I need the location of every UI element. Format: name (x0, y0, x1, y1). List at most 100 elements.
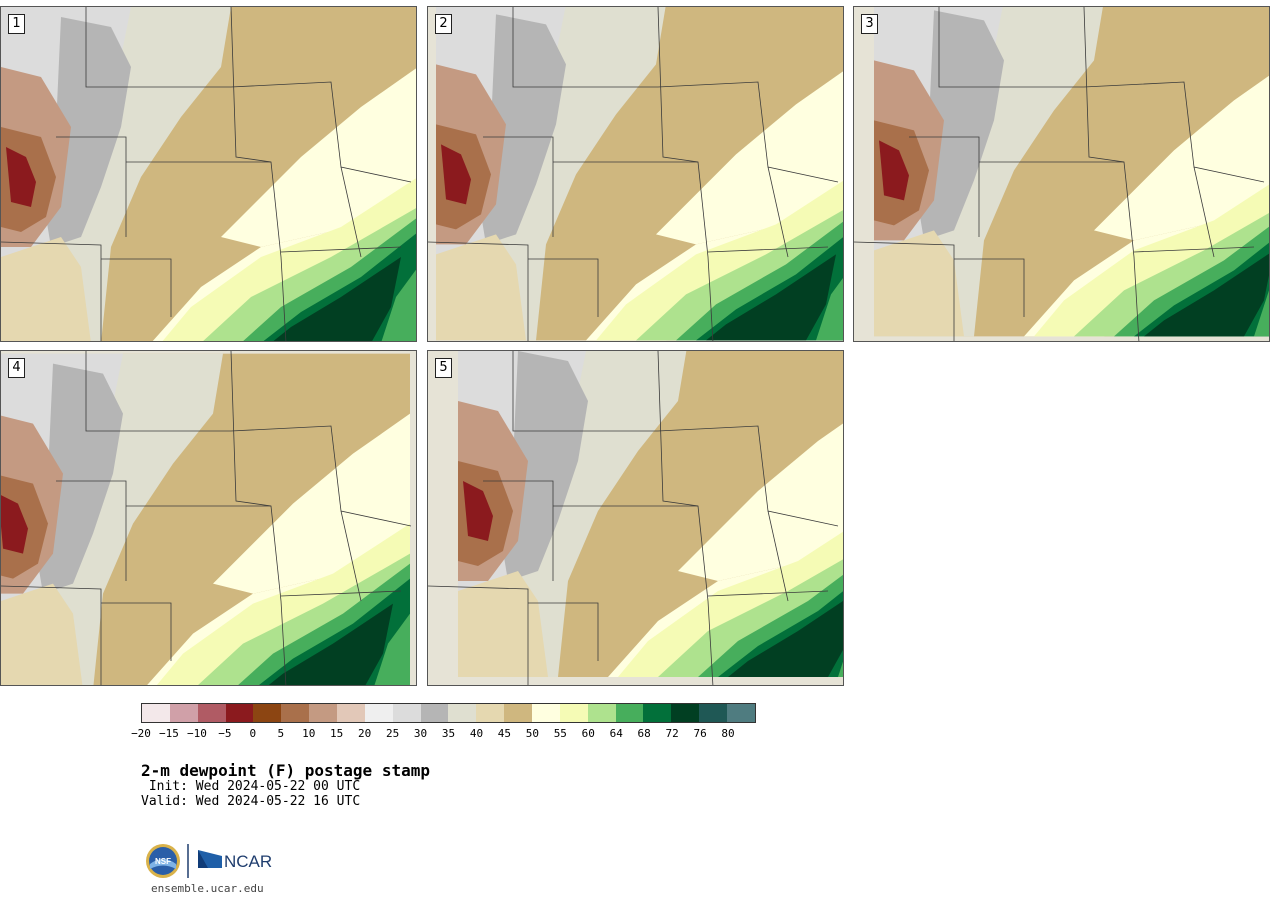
colorbar-swatch (197, 704, 226, 722)
dewpoint-region (1, 583, 83, 685)
dewpoint-region (458, 571, 548, 677)
colorbar-swatch (392, 704, 421, 722)
colorbar-swatch (142, 704, 170, 722)
state-border (767, 510, 789, 602)
state-border (1, 241, 102, 341)
colorbar-tick-label: 55 (553, 727, 567, 740)
colorbar-swatch (671, 704, 700, 722)
state-border (340, 510, 362, 602)
colorbar-tick-label: 64 (609, 727, 623, 740)
ncar-logo-text: NCAR (224, 852, 272, 871)
dewpoint-region (879, 140, 909, 201)
colorbar-tick-label: 76 (693, 727, 707, 740)
state-border (483, 480, 554, 581)
dewpoint-region (658, 559, 843, 677)
colorbar-tick-label: 60 (581, 727, 595, 740)
map-panel-2: 2 (427, 6, 844, 342)
dewpoint-map (428, 351, 843, 685)
state-border (101, 258, 172, 317)
dewpoint-region (656, 71, 843, 245)
colorbar-tick-label: −5 (218, 727, 232, 740)
colorbar-swatch (699, 704, 728, 722)
colorbar-tick-label: 30 (413, 727, 428, 740)
figure-title: 2-m dewpoint (F) postage stamp (141, 761, 430, 780)
colorbar-swatch (476, 704, 505, 722)
dewpoint-region (463, 481, 493, 541)
map-panel-5: 5 (427, 350, 844, 686)
dewpoint-region (1094, 75, 1269, 241)
colorbar-tick-label: 45 (497, 727, 512, 740)
panel-label: 5 (435, 358, 452, 378)
state-border (909, 136, 980, 237)
state-border (657, 81, 839, 183)
panel-label: 2 (435, 14, 452, 34)
colorbar-tick-label: −20 (131, 727, 151, 740)
map-panel-4: 4 (0, 350, 417, 686)
dewpoint-region (162, 178, 416, 341)
dewpoint-region (618, 531, 843, 677)
map-panel-1: 1 (0, 6, 417, 342)
colorbar-swatch (169, 704, 198, 722)
website-text: ensemble.ucar.edu (151, 882, 264, 895)
panel-label: 4 (8, 358, 25, 378)
dewpoint-region (221, 68, 416, 247)
colorbar-tick-label: 50 (525, 727, 539, 740)
dewpoint-region (1, 495, 28, 554)
state-border (85, 351, 231, 432)
colorbar-swatch (504, 704, 533, 722)
colorbar-swatch (587, 704, 616, 722)
state-border (707, 246, 829, 253)
colorbar-swatch (559, 704, 588, 722)
dewpoint-region (213, 413, 410, 594)
colorbar-ticks: −20 −15 −10 −5 0 5 10 15 20 25 30 35 40 45 50 55 60 64 68 7… (131, 727, 756, 741)
state-border (707, 590, 829, 597)
init-time: Init: Wed 2024-05-22 00 UTC (141, 779, 361, 794)
colorbar-swatch (532, 704, 560, 722)
dewpoint-region (273, 257, 401, 341)
dewpoint-region (1034, 184, 1269, 337)
state-border (512, 351, 658, 432)
dewpoint-region (1074, 212, 1269, 337)
dewpoint-map (854, 7, 1269, 341)
dewpoint-region (498, 351, 588, 581)
state-border (1, 585, 102, 685)
state-border (767, 166, 789, 258)
panel-label: 3 (861, 14, 878, 34)
nsf-logo-icon: NSF (146, 844, 180, 878)
dewpoint-region (203, 208, 416, 341)
colorbar-swatch (337, 704, 365, 722)
valid-time: Valid: Wed 2024-05-22 16 UTC (141, 794, 361, 809)
state-border (101, 602, 172, 661)
dewpoint-region (441, 144, 471, 205)
colorbar-tick-label: 10 (302, 727, 316, 740)
colorbar-tick-label: 20 (358, 727, 372, 740)
state-border (528, 258, 599, 317)
state-border (1083, 81, 1265, 183)
dewpoint-region (728, 601, 843, 677)
colorbar-tick-label: 80 (721, 727, 735, 740)
colorbar-tick-label: 5 (277, 727, 285, 740)
dewpoint-region (1254, 290, 1269, 337)
dewpoint-region (596, 180, 843, 341)
dewpoint-region (476, 14, 566, 245)
colorbar-swatch (364, 704, 393, 722)
state-border (56, 480, 127, 581)
colorbar-swatch (253, 704, 282, 722)
state-border (428, 241, 529, 341)
dewpoint-region (156, 523, 410, 685)
colorbar-swatch (225, 704, 254, 722)
colorbar-tick-label: 0 (249, 727, 257, 740)
state-border (1193, 166, 1215, 258)
colorbar-tick-label: 68 (637, 727, 651, 740)
dewpoint-region (198, 553, 410, 685)
state-border (938, 7, 1084, 88)
panel-label: 1 (8, 14, 25, 34)
state-border (280, 246, 402, 253)
dewpoint-region (41, 17, 131, 247)
dewpoint-region (33, 363, 123, 594)
state-border (528, 602, 599, 661)
dewpoint-region (1144, 253, 1269, 337)
dewpoint-region (678, 423, 843, 581)
colorbar-swatch (309, 704, 338, 722)
dewpoint-region (374, 613, 410, 685)
